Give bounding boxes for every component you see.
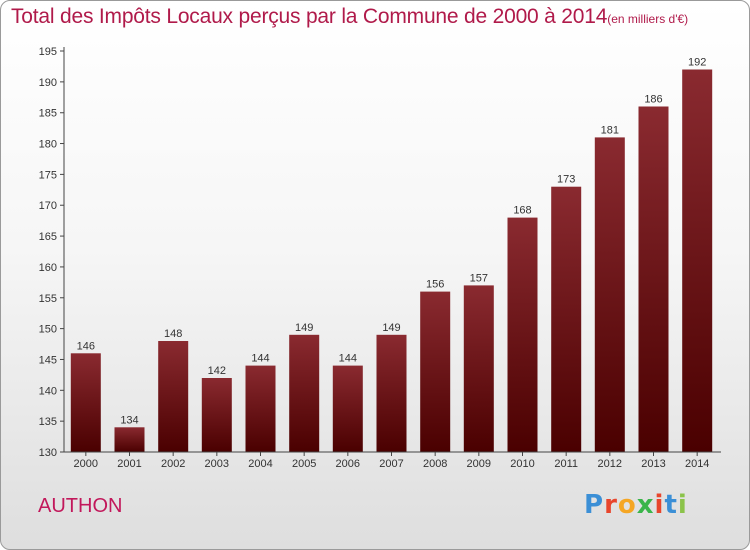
y-tick-label-160: 160 bbox=[39, 262, 57, 274]
data-label-2014: 192 bbox=[688, 57, 706, 69]
bar-2014 bbox=[682, 69, 713, 452]
chart-title: Total des Impôts Locaux perçus par la Co… bbox=[11, 5, 688, 29]
x-tick-label-2012: 2012 bbox=[598, 458, 622, 470]
y-tick-label-130: 130 bbox=[39, 447, 57, 459]
x-tick-label-2007: 2007 bbox=[379, 458, 403, 470]
x-tick-label-2005: 2005 bbox=[292, 458, 316, 470]
data-label-2013: 186 bbox=[644, 94, 662, 106]
data-label-2010: 168 bbox=[513, 205, 531, 217]
logo-letter: i bbox=[654, 490, 665, 520]
data-label-2000: 146 bbox=[77, 340, 95, 352]
x-tick-label-2003: 2003 bbox=[205, 458, 229, 470]
y-tick-label-175: 175 bbox=[39, 169, 57, 181]
bar-2002 bbox=[158, 341, 189, 452]
data-label-2012: 181 bbox=[601, 124, 619, 136]
chart-title-unit: (en milliers d'€) bbox=[607, 12, 689, 26]
bars-layer: 146 134 148 142 144 149 144 149 156 157 168 173 181 1… bbox=[70, 57, 713, 452]
y-tick-label-150: 150 bbox=[39, 324, 57, 336]
bar-2001 bbox=[114, 427, 145, 452]
bar-2013 bbox=[638, 106, 669, 452]
y-tick-label-145: 145 bbox=[39, 355, 57, 367]
y-tick-label-165: 165 bbox=[39, 231, 57, 243]
y-tick-label-195: 195 bbox=[39, 46, 57, 58]
x-tick-label-2006: 2006 bbox=[336, 458, 360, 470]
bar-2008 bbox=[420, 291, 451, 452]
chart-title-text: Total des Impôts Locaux perçus par la Co… bbox=[11, 5, 608, 28]
logo-letter: P bbox=[584, 490, 605, 520]
y-tick-label-180: 180 bbox=[39, 139, 57, 151]
data-label-2002: 148 bbox=[164, 328, 182, 340]
logo-letter: r bbox=[604, 490, 618, 520]
data-label-2008: 156 bbox=[426, 279, 444, 291]
bar-2009 bbox=[463, 285, 494, 452]
bar-2006 bbox=[332, 365, 363, 452]
x-tick-label-2000: 2000 bbox=[74, 458, 98, 470]
y-tick-label-170: 170 bbox=[39, 200, 57, 212]
data-label-2003: 142 bbox=[208, 365, 226, 377]
bar-2004 bbox=[245, 365, 276, 452]
y-tick-label-190: 190 bbox=[39, 77, 57, 89]
bar-2007 bbox=[376, 334, 407, 452]
x-tick-label-2011: 2011 bbox=[554, 458, 578, 470]
bar-2010 bbox=[507, 217, 538, 452]
commune-name: AUTHON bbox=[38, 495, 123, 517]
logo-letter: x bbox=[636, 490, 655, 520]
data-label-2004: 144 bbox=[251, 353, 269, 365]
bar-2003 bbox=[201, 378, 232, 452]
x-tick-label-2009: 2009 bbox=[467, 458, 491, 470]
data-label-2005: 149 bbox=[295, 322, 313, 334]
y-tick-label-185: 185 bbox=[39, 108, 57, 120]
logo-letter: o bbox=[617, 490, 637, 520]
proxiti-logo[interactable]: Proxiti bbox=[584, 490, 688, 520]
x-tick-label-2014: 2014 bbox=[685, 458, 709, 470]
x-tick-label-2010: 2010 bbox=[510, 458, 534, 470]
data-label-2011: 173 bbox=[557, 174, 575, 186]
axes-layer: 2000 2001 2002 2003 2004 2005 2006 2007 2008 2009… bbox=[39, 46, 721, 470]
data-label-2007: 149 bbox=[382, 322, 400, 334]
x-tick-label-2002: 2002 bbox=[161, 458, 185, 470]
bar-2005 bbox=[289, 334, 320, 452]
y-tick-label-135: 135 bbox=[39, 416, 57, 428]
bar-2012 bbox=[594, 137, 625, 452]
x-tick-label-2013: 2013 bbox=[641, 458, 665, 470]
logo-letter: t bbox=[664, 490, 678, 520]
x-tick-label-2008: 2008 bbox=[423, 458, 447, 470]
bar-2000 bbox=[70, 353, 101, 452]
logo-letter: i bbox=[677, 490, 688, 520]
x-tick-label-2004: 2004 bbox=[248, 458, 272, 470]
data-label-2006: 144 bbox=[339, 353, 357, 365]
bar-2011 bbox=[551, 186, 582, 452]
data-label-2001: 134 bbox=[120, 414, 138, 426]
data-label-2009: 157 bbox=[470, 272, 488, 284]
x-tick-label-2001: 2001 bbox=[117, 458, 141, 470]
y-tick-label-140: 140 bbox=[39, 385, 57, 397]
y-tick-label-155: 155 bbox=[39, 293, 57, 305]
